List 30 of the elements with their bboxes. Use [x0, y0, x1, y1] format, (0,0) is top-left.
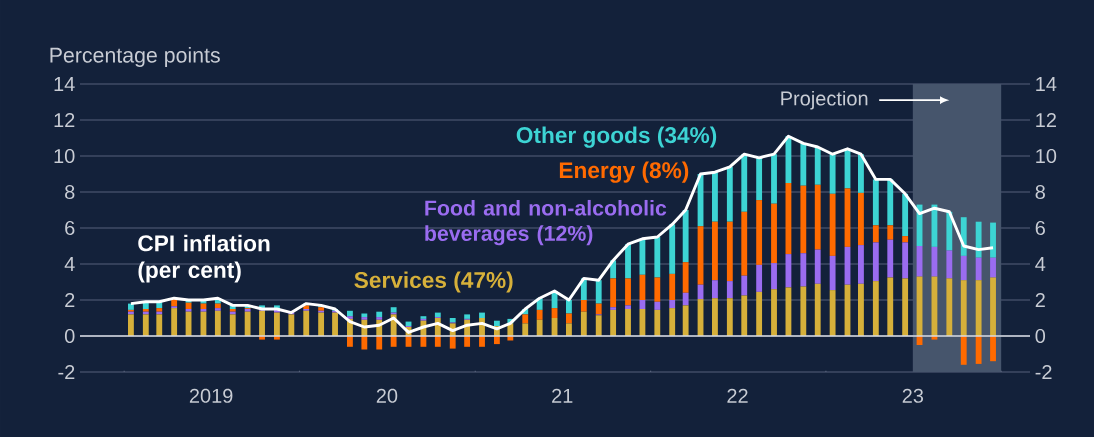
y2-tick-label: 2 — [1035, 293, 1045, 307]
y-axis-title: Percentage points — [50, 47, 220, 67]
series-label: Other goods (34%) — [516, 126, 717, 148]
y-tick-label: 8 — [65, 184, 75, 200]
series-label: CPI inflation (per cent) — [138, 234, 270, 283]
y2-tick-label: 0 — [1035, 328, 1046, 344]
series-label: Services (47%) — [354, 271, 513, 293]
x-tick-label: 20 — [376, 388, 398, 403]
y2-tick-label: 12 — [1036, 113, 1056, 127]
y-tick-label: 14 — [54, 77, 75, 91]
y-tick-label: 0 — [64, 328, 75, 344]
y2-tick-label: 14 — [1036, 77, 1057, 91]
y-tick-label: 2 — [65, 293, 75, 307]
y-tick-label: -2 — [58, 365, 75, 379]
y-tick-label: 6 — [65, 220, 75, 236]
y2-tick-label: 8 — [1035, 184, 1045, 200]
y2-tick-label: 10 — [1036, 148, 1057, 164]
series-label: Energy (8%) — [559, 161, 689, 183]
y2-tick-label: -2 — [1035, 365, 1052, 379]
x-tick-label: 22 — [727, 388, 748, 403]
x-tick-label: 23 — [902, 388, 924, 403]
y2-tick-label: 4 — [1035, 257, 1046, 271]
x-tick-label: 21 — [552, 388, 573, 403]
band-label: Projection — [781, 90, 868, 110]
y-tick-label: 10 — [54, 148, 75, 164]
x-tick-label: 2019 — [189, 388, 233, 403]
y-tick-label: 4 — [64, 257, 75, 271]
y2-tick-label: 6 — [1035, 220, 1045, 236]
text: Food and non-alcoholic beverages (12%) — [425, 199, 667, 246]
y-tick-label: 12 — [54, 113, 75, 127]
